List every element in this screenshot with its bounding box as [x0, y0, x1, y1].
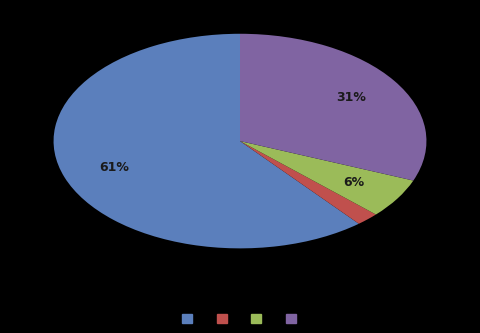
Text: 31%: 31%	[336, 91, 366, 104]
Text: 6%: 6%	[343, 176, 364, 189]
Wedge shape	[240, 141, 413, 214]
Wedge shape	[240, 34, 426, 180]
Wedge shape	[54, 34, 359, 248]
Wedge shape	[240, 141, 376, 224]
Text: 61%: 61%	[99, 161, 129, 174]
Legend: , , , : , , ,	[178, 309, 302, 329]
